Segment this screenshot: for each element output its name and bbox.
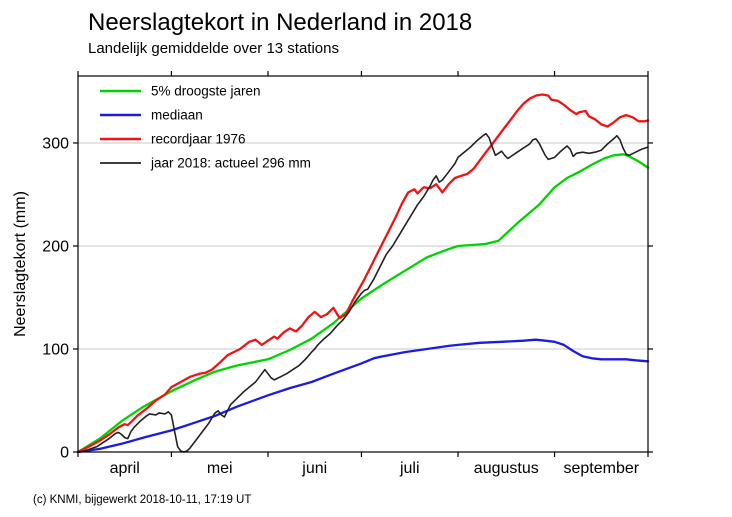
grid-layer — [78, 142, 648, 350]
legend: 5% droogste jaren mediaan recordjaar 1976 j… — [100, 84, 311, 171]
series-line-recordjaar — [76, 93, 650, 454]
month-label: juni — [301, 460, 327, 477]
y-tick-label: 100 — [42, 341, 69, 358]
y-tick-label: 200 — [42, 238, 69, 255]
y-tick-label: 0 — [60, 445, 69, 462]
plot-frame — [77, 75, 649, 453]
legend-label: mediaan — [151, 108, 203, 123]
y-axis-label: Neerslagtekort (mm) — [12, 191, 29, 337]
legend-label: recordjaar 1976 — [151, 132, 246, 147]
series-line-mediaan — [76, 338, 650, 454]
y-tick-label: 300 — [42, 135, 69, 152]
series-layer — [76, 93, 650, 454]
month-label: september — [563, 460, 639, 477]
legend-label: 5% droogste jaren — [151, 84, 261, 99]
month-label: juli — [399, 460, 420, 477]
chart-title: Neerslagtekort in Nederland in 2018 — [88, 9, 472, 36]
axes-layer: april mei juni juli augustus september 0 100 200… — [42, 71, 653, 477]
series-line-jaar — [77, 132, 649, 453]
footer-credit: (c) KNMI, bijgewerkt 2018-10-11, 17:19 U… — [33, 494, 251, 506]
series-line-5 — [76, 153, 650, 454]
month-label: mei — [207, 460, 233, 477]
chart-subtitle: Landelijk gemiddelde over 13 stations — [88, 40, 339, 57]
month-label: augustus — [474, 460, 539, 477]
month-label: april — [110, 460, 140, 477]
legend-label: jaar 2018: actueel 296 mm — [150, 156, 311, 171]
